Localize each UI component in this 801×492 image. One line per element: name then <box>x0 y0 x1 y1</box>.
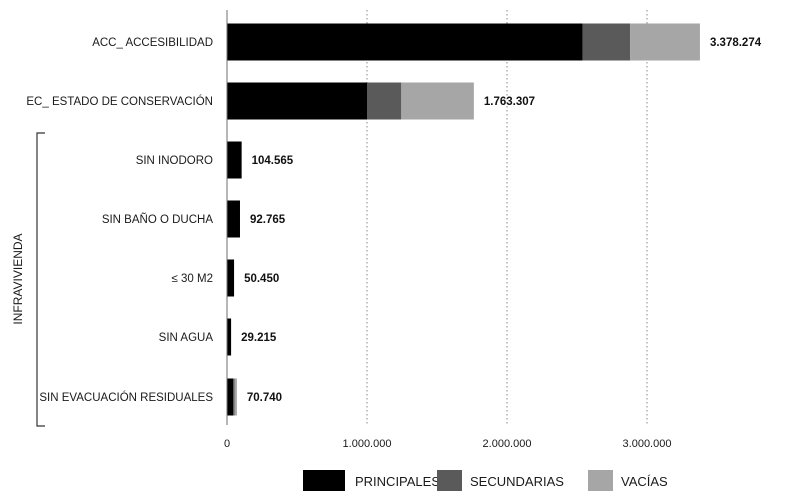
bar-segment-vacas <box>630 23 700 61</box>
legend-swatch <box>303 470 345 491</box>
bar-total-label: 1.763.307 <box>484 96 535 108</box>
legend-label: VACÍAS <box>621 474 668 489</box>
bar-segment-principales <box>227 141 242 179</box>
bar-segment-secundarias <box>233 378 235 416</box>
x-tick-label: 0 <box>224 438 230 450</box>
bar-total-label: 3.378.274 <box>710 37 762 49</box>
bar-segment-principales <box>227 82 367 120</box>
legend-label: PRINCIPALES <box>355 474 440 489</box>
x-tick-label: 1.000.000 <box>343 438 392 450</box>
bar-total-label: 104.565 <box>252 155 294 167</box>
category-label: SIN INODORO <box>136 155 213 167</box>
group-bracket <box>36 132 45 427</box>
x-tick-label: 2.000.000 <box>483 438 532 450</box>
group-label: INFRAVIVIENDA <box>11 233 25 324</box>
bar-segment-vacas <box>234 378 237 416</box>
legend-label: SECUNDARIAS <box>470 474 564 489</box>
bar-total-label: 29.215 <box>241 332 277 344</box>
bar-segment-principales <box>227 23 583 61</box>
legend-swatch <box>588 470 613 491</box>
category-label: SIN EVACUACIÓN RESIDUALES <box>39 391 213 404</box>
bar-segment-principales <box>227 318 232 356</box>
category-label: ≤ 30 M2 <box>172 273 213 285</box>
bar-segment-vacas <box>401 82 474 120</box>
bar-segment-secundarias <box>582 23 631 61</box>
category-label: SIN BAÑO O DUCHA <box>102 213 214 226</box>
bar-total-label: 70.740 <box>247 392 282 404</box>
bar-segment-principales <box>227 259 235 297</box>
bar-segment-principales <box>227 200 240 238</box>
category-label: SIN AGUA <box>159 332 214 344</box>
category-label: EC_ ESTADO DE CONSERVACIÓN <box>26 95 213 108</box>
bar-total-label: 50.450 <box>244 273 279 285</box>
bar-segment-secundarias <box>367 82 402 120</box>
bar-total-label: 92.765 <box>250 214 286 226</box>
legend-swatch <box>437 470 462 491</box>
x-tick-label: 3.000.000 <box>623 438 672 450</box>
bar-segment-principales <box>227 378 234 416</box>
category-label: ACC_ ACCESIBILIDAD <box>92 37 213 49</box>
